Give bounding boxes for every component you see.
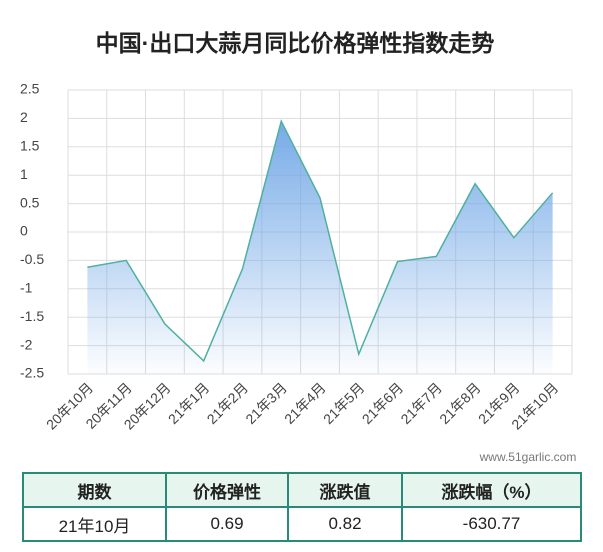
watermark: www.51garlic.com bbox=[479, 450, 577, 464]
y-tick-label: -2.5 bbox=[20, 365, 44, 381]
cell: 0.82 bbox=[287, 506, 403, 542]
x-tick-label: 21年3月 bbox=[242, 379, 290, 427]
line bbox=[87, 119, 554, 363]
y-tick-label: -0.5 bbox=[20, 251, 44, 267]
y-tick-label: -1 bbox=[20, 280, 33, 296]
x-tick-label: 21年5月 bbox=[320, 379, 368, 427]
chart: 中国·出口大蒜月同比价格弹性指数走势 www.51garlic.com -2.5… bbox=[20, 30, 577, 464]
header-cell: 涨跌幅（%） bbox=[401, 472, 582, 508]
header-cell: 涨跌值 bbox=[287, 472, 403, 508]
chart-title: 中国·出口大蒜月同比价格弹性指数走势 bbox=[96, 30, 495, 56]
y-tick-label: -1.5 bbox=[20, 308, 44, 324]
y-tick-label: 1 bbox=[20, 166, 28, 182]
summary-table: 期数 价格弹性 涨跌值 涨跌幅（%） 21年10月 0.69 0.82 -630… bbox=[22, 472, 582, 542]
table-header: 期数 价格弹性 涨跌值 涨跌幅（%） bbox=[22, 472, 582, 508]
x-tick-label: 21年4月 bbox=[281, 379, 329, 427]
area bbox=[87, 121, 553, 375]
cell: -630.77 bbox=[401, 506, 582, 542]
y-tick-label: 1.5 bbox=[20, 138, 40, 154]
x-tick-label: 21年8月 bbox=[436, 379, 484, 427]
header-cell: 价格弹性 bbox=[165, 472, 289, 508]
header-cell: 期数 bbox=[22, 472, 167, 508]
y-tick-label: 2 bbox=[20, 109, 28, 125]
x-tick-label: 21年6月 bbox=[359, 379, 407, 427]
y-tick-label: 0.5 bbox=[20, 194, 40, 210]
x-tick-label: 21年1月 bbox=[165, 379, 213, 427]
cell: 21年10月 bbox=[22, 506, 167, 542]
x-tick-label: 21年2月 bbox=[204, 379, 252, 427]
y-tick-label: -2 bbox=[20, 336, 33, 352]
y-tick-label: 2.5 bbox=[20, 81, 40, 97]
y-tick-label: 0 bbox=[20, 223, 28, 239]
cell: 0.69 bbox=[165, 506, 289, 542]
table-row: 21年10月 0.69 0.82 -630.77 bbox=[22, 506, 582, 542]
x-tick-label: 21年7月 bbox=[397, 379, 445, 427]
